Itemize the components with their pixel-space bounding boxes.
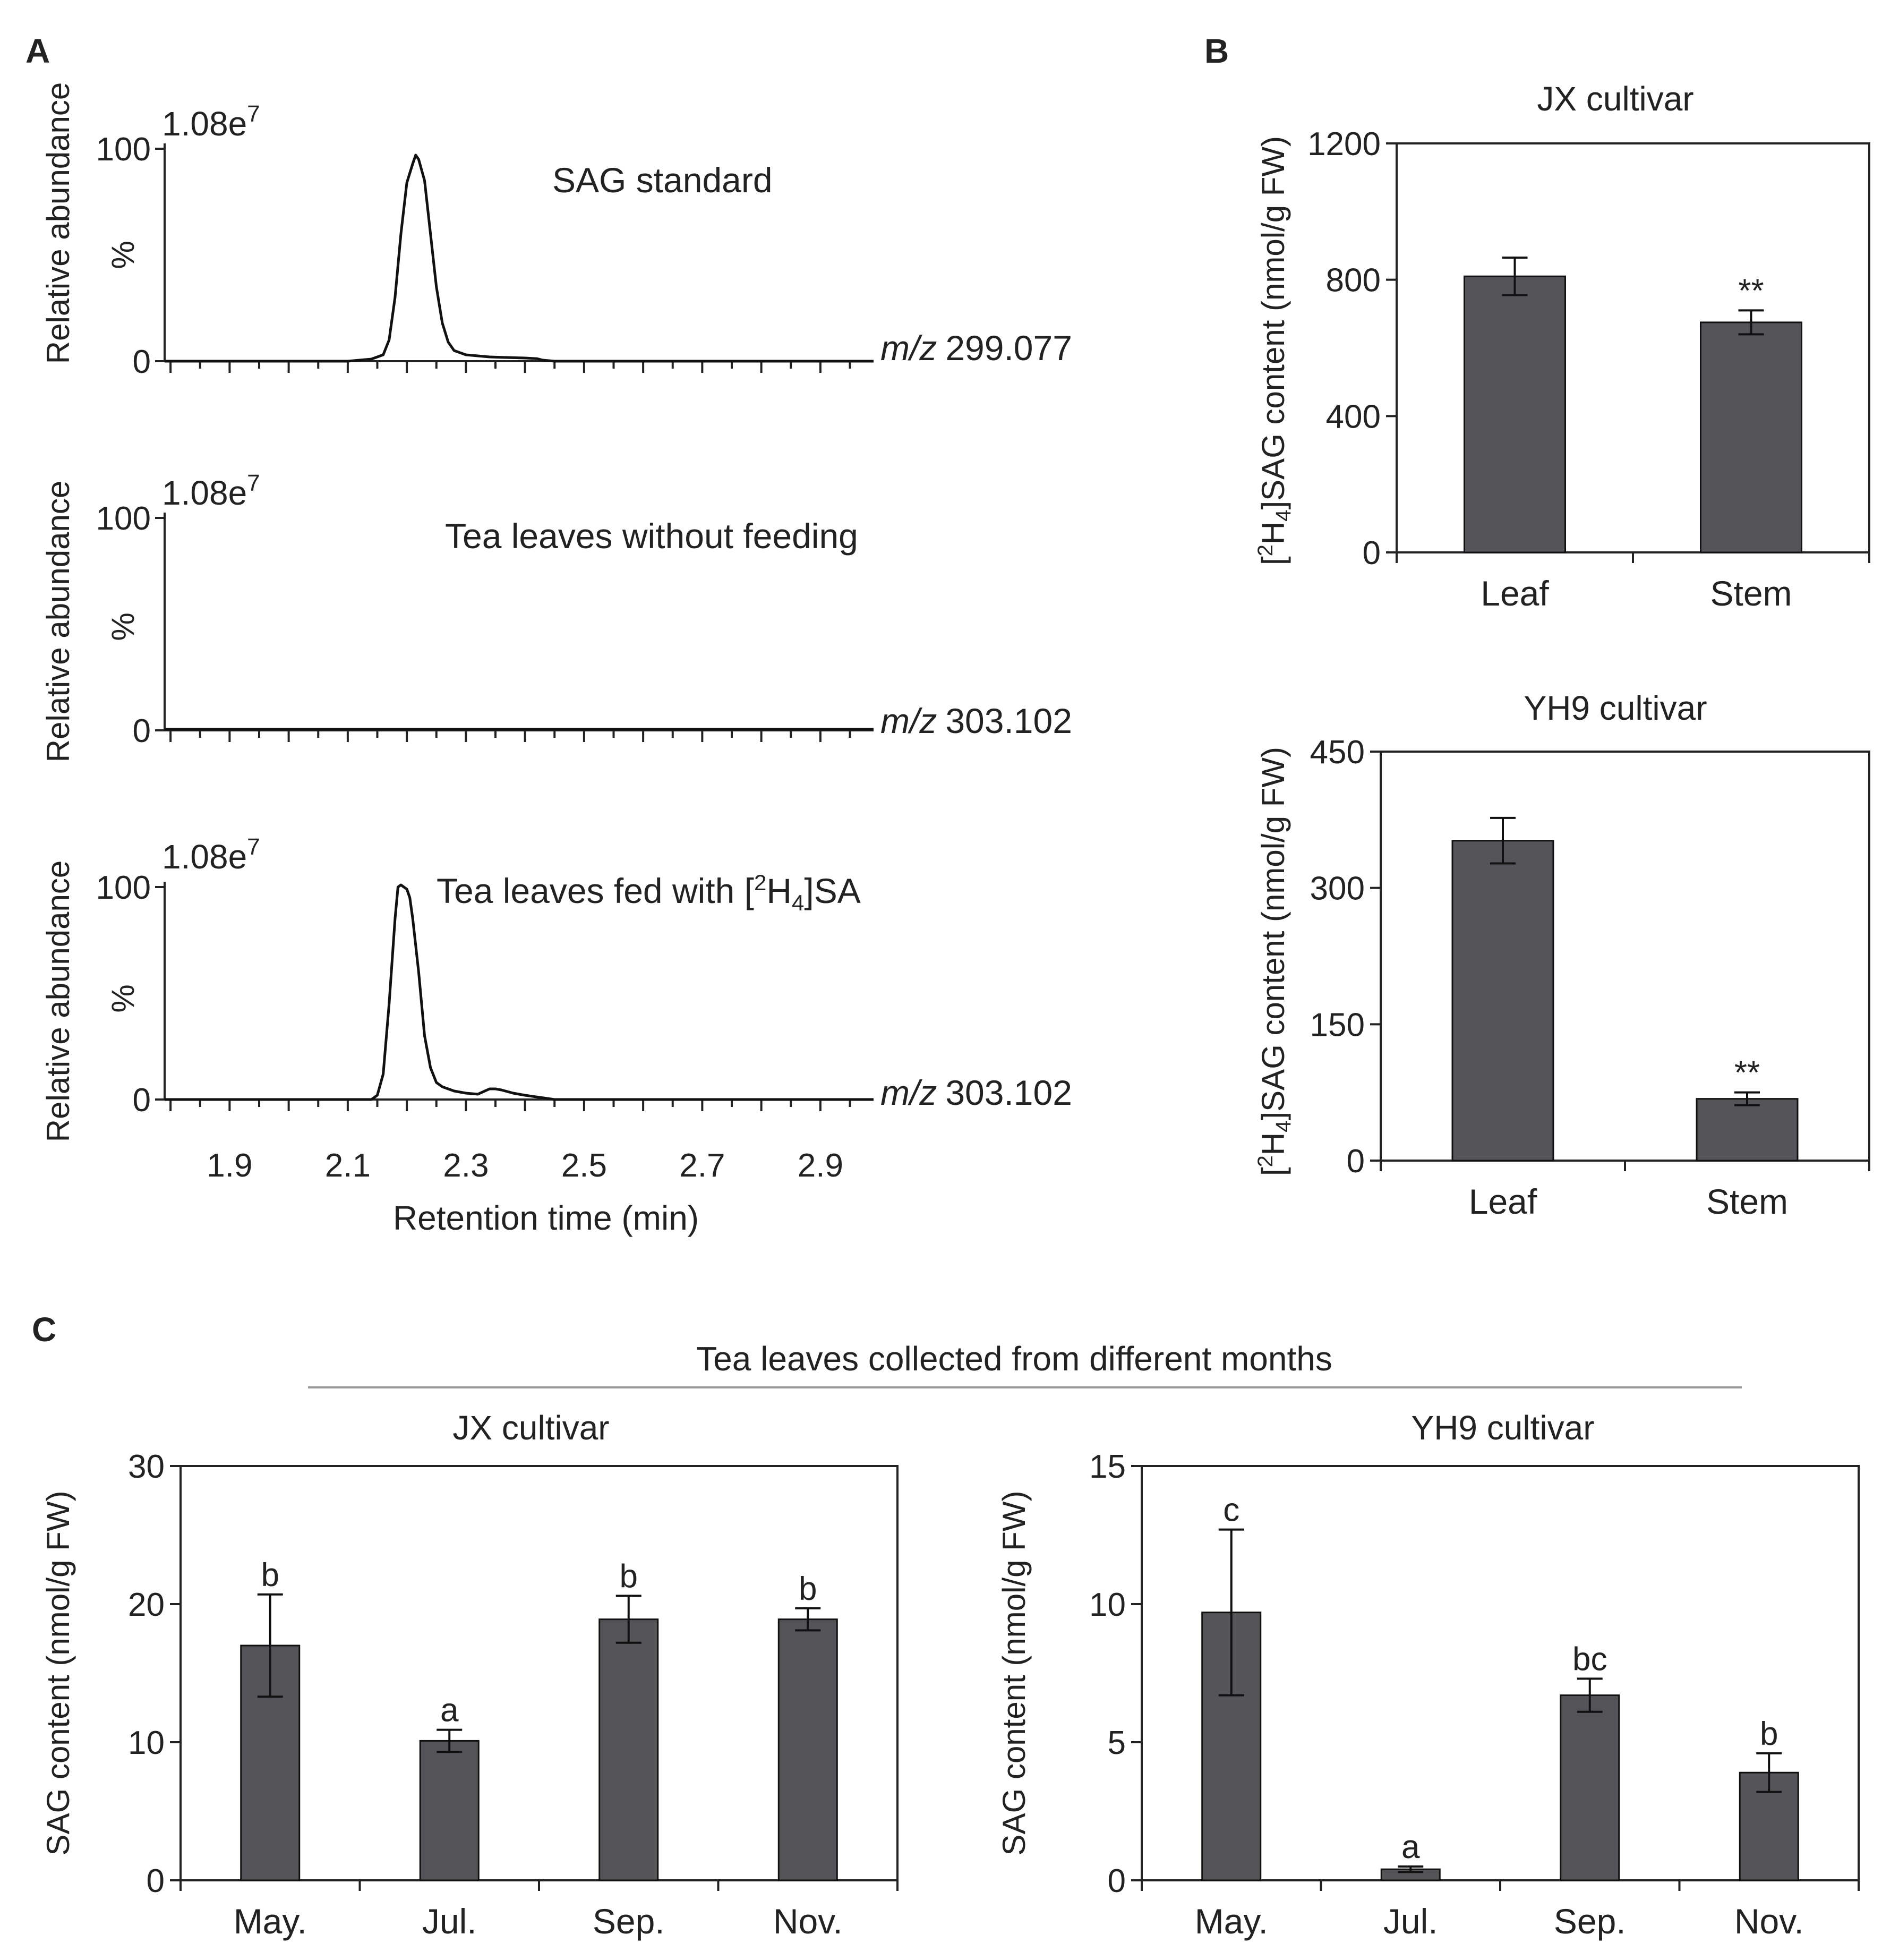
significance-label: bc: [1572, 1641, 1607, 1677]
y-tick-label: 0: [133, 713, 151, 749]
bar: [1464, 275, 1566, 553]
y-tick-label: 450: [1310, 734, 1365, 771]
chromatogram-trace-line: [165, 883, 874, 1101]
y-axis-label: [2H4]SAG content (nmol/g FW): [1254, 747, 1295, 1176]
category-label: Stem: [1710, 574, 1792, 613]
category-label: Nov.: [1734, 1902, 1804, 1941]
x-tick-label: 2.5: [561, 1147, 607, 1184]
x-tick-label: 2.9: [798, 1147, 843, 1184]
category-label: May.: [234, 1902, 307, 1941]
y-tick-label: 0: [133, 1082, 151, 1119]
bar: [1560, 1694, 1620, 1881]
x-axis-label: Retention time (min): [393, 1199, 699, 1237]
category-label: May.: [1195, 1902, 1268, 1941]
significance-label: b: [620, 1558, 638, 1595]
significance-label: b: [799, 1571, 817, 1607]
bar: [1451, 840, 1554, 1162]
chart-title: YH9 cultivar: [1524, 689, 1707, 727]
bar-chart-b-yh9: YH9 cultivar [2H4]SAG content (nmol/g FW…: [1254, 689, 1870, 1221]
category-label: Stem: [1706, 1182, 1788, 1221]
bar: [777, 1618, 838, 1881]
y-axis-unit: %: [105, 241, 141, 269]
y-tick-label: 30: [128, 1448, 165, 1485]
trace-label: SAG standard: [552, 160, 773, 200]
category-label: Sep.: [1554, 1902, 1626, 1941]
significance-label: **: [1738, 272, 1764, 309]
y-tick-label: 0: [147, 1863, 165, 1899]
chart-title: YH9 cultivar: [1412, 1409, 1595, 1447]
category-label: Nov.: [773, 1902, 843, 1941]
bar: [1696, 1098, 1799, 1162]
category-label: Leaf: [1481, 574, 1549, 613]
category-label: Jul.: [422, 1902, 477, 1941]
bar: [1700, 321, 1802, 553]
mz-label: m/z 303.102: [880, 701, 1072, 740]
chart-title: JX cultivar: [452, 1409, 609, 1447]
y-tick-label: 20: [128, 1587, 165, 1623]
y-axis-label: [2H4]SAG content (nmol/g FW): [1254, 136, 1295, 565]
significance-label: **: [1734, 1055, 1760, 1092]
panel-label-c: C: [32, 1310, 56, 1349]
trace-label: Tea leaves fed with [2H4]SA: [437, 870, 861, 915]
y-axis-label: SAG content (nmol/g FW): [40, 1491, 76, 1856]
x-tick-label: 2.3: [443, 1147, 489, 1184]
y-tick-label: 0: [1108, 1863, 1126, 1899]
mz-label: m/z 303.102: [880, 1073, 1072, 1112]
x-tick-label: 2.7: [679, 1147, 725, 1184]
y-tick-label: 0: [1363, 535, 1381, 572]
panel-c-header: Tea leaves collected from different mont…: [696, 1340, 1332, 1378]
chromatogram-without-feeding: Relative abundance % 1.08e7 Tea leaves w…: [40, 470, 1072, 762]
panel-label-b: B: [1204, 32, 1229, 70]
panel-a-chromatograms: Relative abundance % 1.08e7 SAG standard…: [40, 82, 1072, 1237]
y-axis-label: Relative abundance: [40, 860, 76, 1142]
y-tick-label: 10: [128, 1725, 165, 1761]
significance-label: c: [1223, 1492, 1239, 1529]
x-tick-label: 2.1: [325, 1147, 371, 1184]
y-tick-label: 15: [1089, 1448, 1126, 1485]
intensity-scale-label: 1.08e7: [162, 834, 260, 876]
chart-title: JX cultivar: [1537, 80, 1693, 118]
y-axis-label: Relative abundance: [40, 82, 76, 364]
bar-chart-b-jx: JX cultivar [2H4]SAG content (nmol/g FW)…: [1254, 80, 1870, 613]
category-label: Jul.: [1383, 1902, 1438, 1941]
chromatogram-fed-with-labeled-sa: Relative abundance % 1.08e7 Tea leaves f…: [40, 834, 1072, 1142]
chromatogram-trace-line: [165, 154, 874, 363]
y-tick-label: 300: [1310, 871, 1365, 907]
y-axis-label: Relative abundance: [40, 481, 76, 762]
category-label: Sep.: [593, 1902, 665, 1941]
y-tick-label: 150: [1310, 1007, 1365, 1043]
bar: [419, 1740, 480, 1881]
panel-label-a: A: [25, 32, 50, 70]
x-tick-label: 1.9: [207, 1147, 252, 1184]
significance-label: b: [261, 1557, 279, 1593]
intensity-scale-label: 1.08e7: [162, 101, 260, 143]
y-tick-label: 100: [96, 131, 151, 168]
y-tick-label: 400: [1326, 398, 1381, 435]
y-tick-label: 5: [1108, 1725, 1126, 1761]
bar-chart-c-yh9: YH9 cultivar SAG content (nmol/g FW) 0 5 1…: [996, 1409, 1860, 1941]
mz-label: m/z 299.077: [880, 328, 1072, 368]
bar: [598, 1618, 659, 1881]
significance-label: a: [1401, 1829, 1420, 1865]
trace-label: Tea leaves without feeding: [445, 516, 858, 556]
chromatogram-sag-standard: Relative abundance % 1.08e7 SAG standard…: [40, 82, 1072, 380]
y-axis-unit: %: [105, 612, 141, 641]
y-axis-unit: %: [105, 984, 141, 1012]
y-tick-label: 100: [96, 870, 151, 906]
y-tick-label: 0: [1347, 1143, 1365, 1180]
bar-chart-c-jx: JX cultivar SAG content (nmol/g FW) 0 10 2…: [40, 1409, 899, 1941]
y-tick-label: 0: [133, 344, 151, 380]
y-tick-label: 10: [1089, 1587, 1126, 1623]
y-tick-label: 1200: [1307, 126, 1381, 163]
intensity-scale-label: 1.08e7: [162, 470, 260, 512]
y-tick-label: 800: [1326, 262, 1381, 299]
y-tick-label: 100: [96, 500, 151, 537]
y-axis-label: SAG content (nmol/g FW): [996, 1491, 1032, 1856]
significance-label: a: [440, 1692, 459, 1729]
category-label: Leaf: [1469, 1182, 1537, 1221]
significance-label: b: [1760, 1716, 1778, 1752]
